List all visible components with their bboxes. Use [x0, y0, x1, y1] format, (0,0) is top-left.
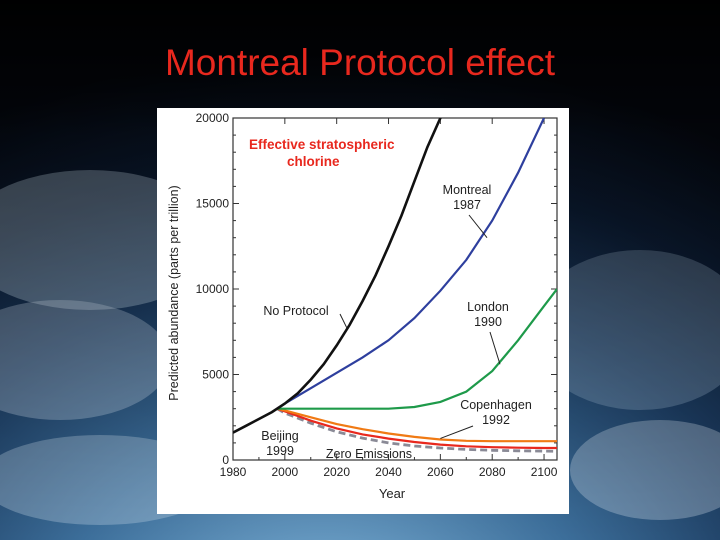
annotation-no-protocol: No Protocol	[263, 304, 328, 318]
series-line-zero-emissions	[276, 407, 557, 453]
annotation-zero-emissions: Zero Emissions	[326, 447, 412, 461]
leader-london	[489, 331, 501, 365]
y-tick-label: 15000	[196, 197, 230, 211]
chart-title-line-2: chlorine	[287, 154, 340, 169]
series-line-copenhagen-1992	[276, 407, 557, 443]
chart-title-line-1: Effective stratospheric	[249, 137, 395, 152]
series-line-london-1990	[277, 288, 557, 410]
chlorine-line-chart: 0 5000 10000 15000 20000 1980 2000 2020 2040 2060…	[167, 111, 558, 501]
y-tick-label: 20000	[196, 111, 230, 125]
slide-title: Montreal Protocol effect	[164, 42, 556, 83]
leader-no-protocol	[339, 313, 348, 329]
annotation-montreal-1987: Montreal 1987	[443, 183, 492, 212]
x-tick-label: 2000	[271, 465, 298, 479]
leader-copenhagen	[440, 425, 474, 439]
x-axis-label: Year	[379, 486, 406, 501]
chart-panel: 0 5000 10000 15000 20000 1980 2000 2020 2040 2060…	[157, 108, 569, 514]
annotation-copenhagen-1992: Copenhagen 1992	[460, 398, 532, 427]
x-tick-label: 1980	[220, 465, 247, 479]
series-line-beijing-1999	[276, 407, 557, 450]
x-tick-label: 2060	[427, 465, 454, 479]
x-tick-label: 2020	[323, 465, 350, 479]
y-axis-label: Predicted abundance (parts per trillion)	[167, 185, 181, 400]
leader-montreal	[468, 214, 488, 239]
x-tick-label: 2080	[479, 465, 506, 479]
y-tick-label: 10000	[196, 282, 230, 296]
annotation-beijing-1999: Beijing 1999	[261, 429, 299, 458]
annotation-london-1990: London 1990	[467, 300, 509, 329]
x-tick-label: 2040	[375, 465, 402, 479]
x-tick-label: 2100	[531, 465, 558, 479]
series-line-no-protocol	[233, 118, 442, 434]
y-tick-label: 0	[222, 453, 229, 467]
series-line-montreal-1987	[276, 118, 545, 410]
y-tick-label: 5000	[202, 368, 229, 382]
